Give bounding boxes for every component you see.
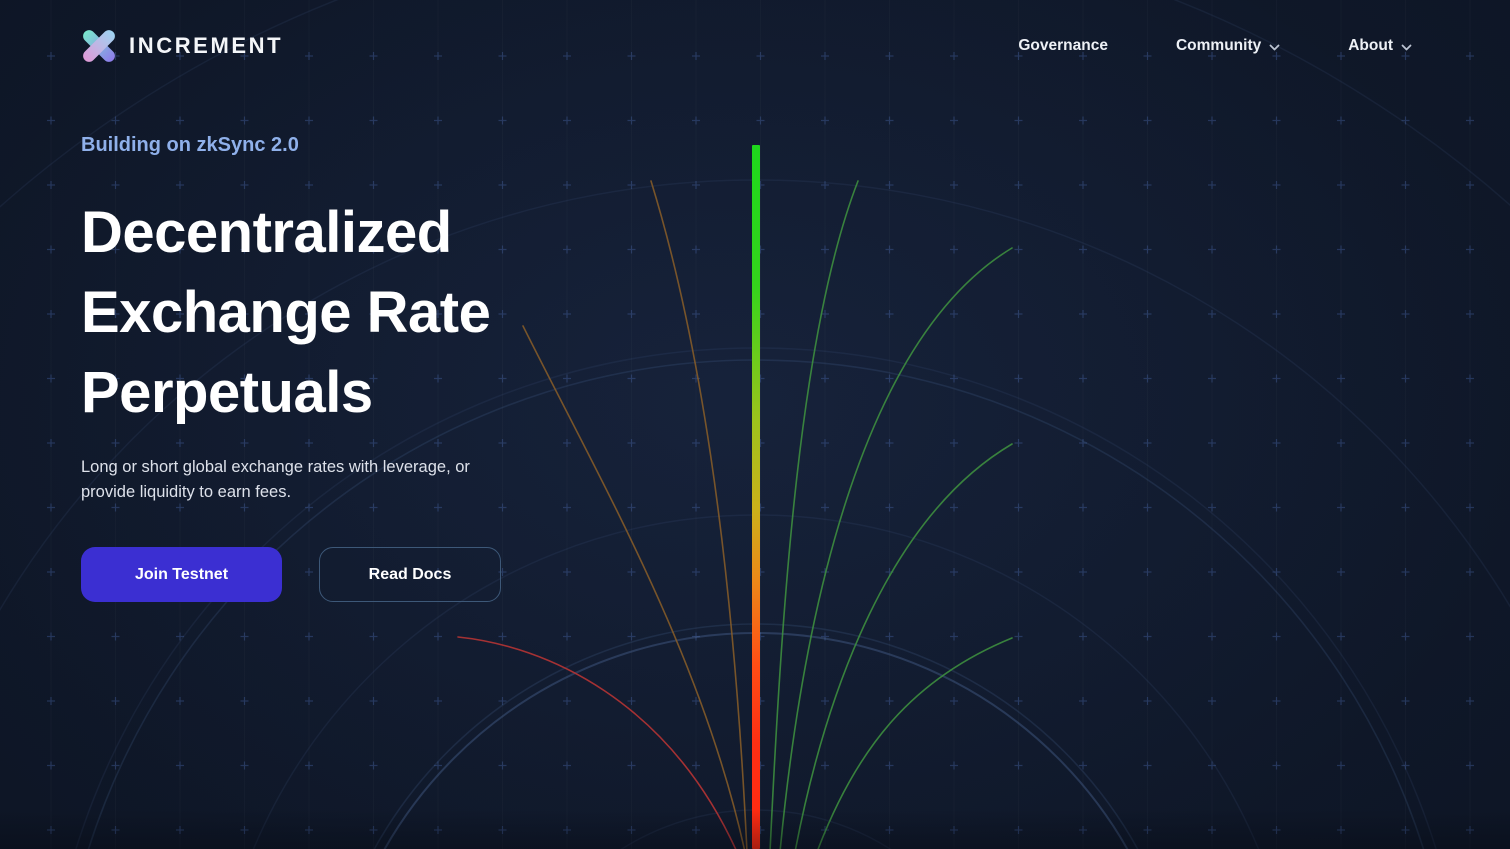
chevron-down-icon — [1269, 44, 1280, 51]
description-line: Long or short global exchange rates with… — [81, 458, 470, 476]
chevron-down-icon — [1401, 44, 1412, 51]
green-curve — [794, 443, 1013, 849]
page-title: Decentralized Exchange Rate Perpetuals — [81, 193, 601, 433]
brown-curve — [522, 325, 746, 849]
read-docs-button[interactable]: Read Docs — [319, 547, 501, 602]
nav-item-governance[interactable]: Governance — [1018, 37, 1108, 55]
hero-description: Long or short global exchange rates with… — [81, 455, 601, 505]
green-curve — [779, 247, 1013, 849]
x-logo-icon — [80, 27, 118, 65]
nav-label: About — [1348, 37, 1393, 54]
join-testnet-button[interactable]: Join Testnet — [81, 547, 282, 602]
brand-logo[interactable]: INCREMENT — [80, 27, 284, 65]
title-line: Exchange Rate — [81, 280, 491, 345]
nav-item-about[interactable]: About — [1348, 37, 1412, 55]
brand-name: INCREMENT — [129, 33, 284, 58]
title-line: Decentralized — [81, 200, 452, 265]
green-curve — [817, 637, 1013, 849]
nav-item-community[interactable]: Community — [1176, 37, 1280, 55]
cta-row: Join Testnet Read Docs — [81, 547, 601, 602]
title-line: Perpetuals — [81, 360, 373, 425]
main-nav: Governance Community About — [1018, 37, 1412, 55]
gradient-rate-line — [752, 145, 760, 849]
red-curve — [457, 636, 737, 849]
header: INCREMENT Governance Community About — [0, 0, 1510, 92]
green-curve — [769, 180, 859, 849]
trajectory-curves — [457, 180, 1013, 849]
nav-label: Governance — [1018, 37, 1108, 54]
zksync-badge: Building on zkSync 2.0 — [81, 134, 299, 156]
description-line: provide liquidity to earn fees. — [81, 483, 292, 501]
plus-grid-pattern — [47, 52, 1474, 834]
hero-section: Building on zkSync 2.0 Decentralized Exc… — [81, 133, 601, 602]
nav-label: Community — [1175, 37, 1262, 54]
brown-curve — [650, 180, 748, 849]
